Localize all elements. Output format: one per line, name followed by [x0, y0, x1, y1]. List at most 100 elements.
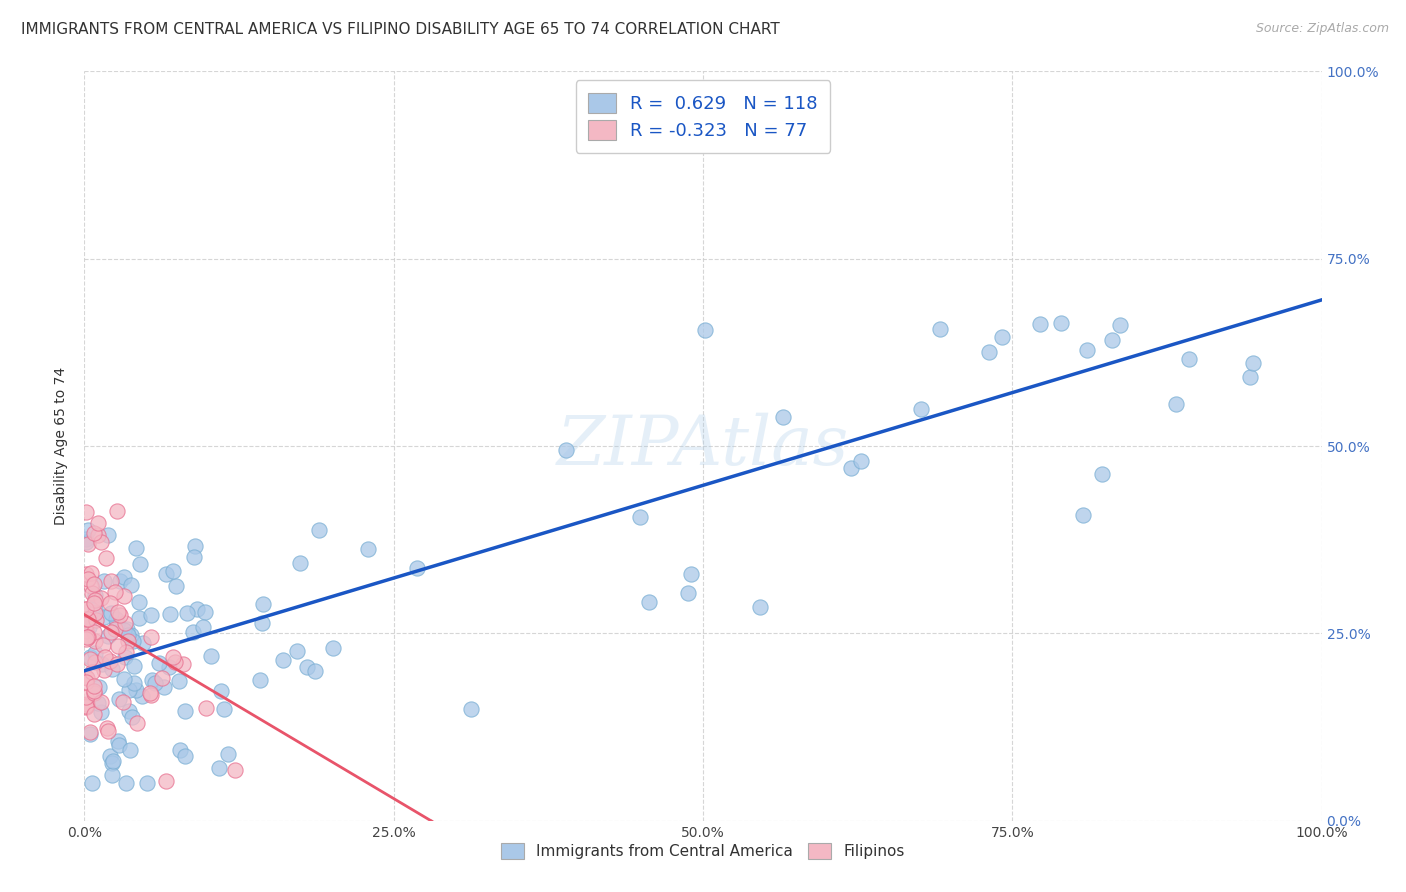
Point [97, 528, 120, 542]
Point [112, 623, 135, 637]
Point [1164, 397, 1187, 411]
Point [910, 402, 932, 417]
Point [93, 574, 115, 589]
Point [75, 690, 97, 704]
Point [131, 690, 153, 704]
Point [76, 631, 98, 645]
Point [77, 631, 100, 645]
Point [107, 605, 129, 619]
Point [83, 634, 105, 648]
Point [162, 564, 184, 578]
Legend: Immigrants from Central America, Filipinos: Immigrants from Central America, Filipin… [495, 837, 911, 865]
Point [214, 702, 236, 716]
Point [75, 533, 97, 547]
Point [75, 566, 97, 581]
Point [1091, 467, 1114, 481]
Point [87, 696, 110, 710]
Point [100, 574, 122, 588]
Point [79, 727, 101, 741]
Point [75, 698, 97, 713]
Point [103, 754, 125, 768]
Point [98, 748, 121, 763]
Point [1178, 351, 1201, 366]
Point [165, 579, 187, 593]
Point [89, 681, 111, 695]
Point [120, 578, 142, 592]
Point [271, 653, 294, 667]
Point [112, 589, 135, 603]
Point [90, 534, 112, 549]
Point [83, 606, 105, 620]
Point [87, 516, 110, 530]
Point [288, 556, 311, 570]
Point [181, 624, 204, 639]
Point [101, 756, 124, 770]
Point [96, 721, 118, 735]
Point [141, 688, 163, 702]
Point [83, 678, 105, 692]
Point [83, 577, 105, 591]
Point [76, 671, 98, 685]
Point [98, 654, 121, 668]
Point [101, 768, 124, 782]
Point [406, 561, 429, 575]
Point [143, 676, 166, 690]
Point [128, 595, 150, 609]
Point [148, 656, 170, 670]
Point [118, 704, 141, 718]
Point [118, 743, 141, 757]
Point [112, 695, 135, 709]
Point [87, 528, 110, 542]
Point [153, 680, 176, 694]
Point [114, 650, 136, 665]
Point [75, 505, 97, 519]
Text: ZIPAtlas: ZIPAtlas [557, 413, 849, 479]
Y-axis label: Disability Age 65 to 74: Disability Age 65 to 74 [55, 367, 69, 525]
Point [83, 646, 105, 660]
Point [112, 570, 135, 584]
Point [249, 673, 271, 687]
Text: IMMIGRANTS FROM CENTRAL AMERICA VS FILIPINO DISABILITY AGE 65 TO 74 CORRELATION : IMMIGRANTS FROM CENTRAL AMERICA VS FILIP… [21, 22, 780, 37]
Point [1071, 508, 1094, 522]
Point [83, 625, 105, 640]
Point [928, 322, 950, 336]
Point [75, 611, 97, 625]
Point [150, 671, 173, 685]
Point [75, 632, 97, 646]
Point [83, 707, 105, 722]
Point [460, 701, 482, 715]
Point [75, 602, 97, 616]
Point [80, 776, 103, 790]
Point [155, 773, 177, 788]
Point [84, 593, 107, 607]
Point [121, 633, 143, 648]
Point [194, 700, 217, 714]
Point [94, 650, 117, 665]
Point [839, 461, 862, 475]
Point [107, 639, 129, 653]
Point [79, 650, 101, 665]
Point [83, 525, 105, 540]
Point [127, 716, 149, 731]
Point [76, 612, 98, 626]
Point [285, 644, 308, 658]
Point [167, 674, 190, 689]
Point [141, 630, 163, 644]
Point [83, 686, 105, 700]
Point [100, 606, 122, 620]
Point [1101, 334, 1123, 348]
Point [80, 579, 103, 593]
Point [104, 612, 127, 626]
Point [122, 658, 145, 673]
Point [79, 620, 101, 634]
Point [94, 551, 117, 566]
Point [979, 344, 1001, 359]
Point [157, 660, 180, 674]
Point [1029, 317, 1052, 331]
Point [75, 699, 97, 714]
Point [128, 557, 150, 571]
Point [194, 605, 217, 619]
Point [159, 607, 181, 622]
Point [772, 410, 794, 425]
Point [991, 329, 1014, 343]
